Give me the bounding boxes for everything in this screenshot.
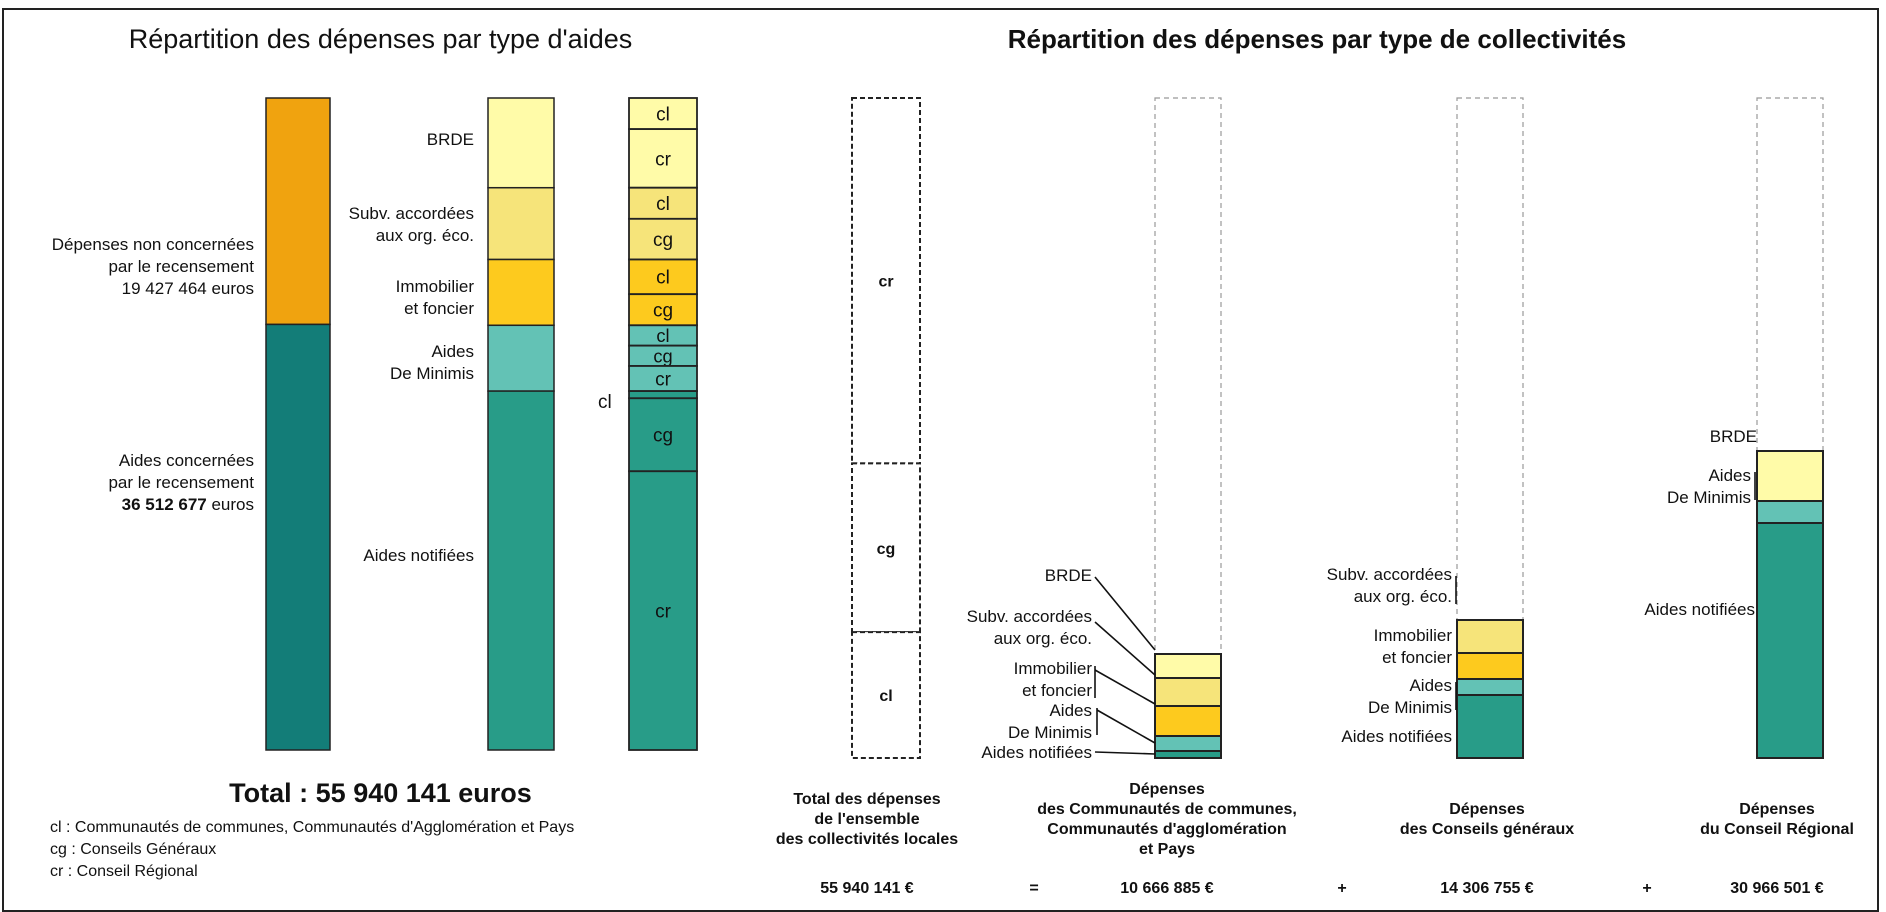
group-cr-segment-0 xyxy=(1756,522,1824,759)
group-cl-segment-4 xyxy=(1154,653,1222,679)
cl-amount: 10 666 885 € xyxy=(1120,880,1214,897)
total-bar-label-cl: cl xyxy=(879,688,892,705)
bar3-label-5: cg xyxy=(653,301,673,322)
bar3-label-4: cl xyxy=(656,268,670,289)
cr-label-minimis: Aides De Minimis xyxy=(1666,466,1751,507)
group-cg-segment-0 xyxy=(1456,694,1524,759)
cl-leader-4 xyxy=(1094,751,1156,755)
bar3-label-3: cg xyxy=(653,230,673,251)
bar2-segment-notif xyxy=(487,390,555,751)
concerned-label: Aides concernées par le recensement 36 5… xyxy=(108,451,254,514)
cg-label-minimis: Aides De Minimis xyxy=(1367,676,1452,717)
cl-leader-2 xyxy=(1094,669,1156,705)
total-caption: Total des dépenses de l'ensemble des col… xyxy=(775,791,959,848)
bar3-segment-11 xyxy=(628,470,698,751)
bar3-segment-1 xyxy=(628,128,698,189)
group-cg-segment-2 xyxy=(1456,652,1524,680)
legend-cg: cg : Conseils Généraux xyxy=(50,841,217,858)
bar1-concerned xyxy=(265,323,331,751)
bar3-label-1: cr xyxy=(655,149,672,170)
plus-sign-1: + xyxy=(1337,880,1347,897)
group-cl-segment-3 xyxy=(1154,677,1222,707)
legend-cl: cl : Communautés de communes, Communauté… xyxy=(50,819,575,836)
total-bar-label-cg: cg xyxy=(877,541,896,558)
right-chart: cr cg cl xyxy=(851,97,1824,759)
bar3-segment-5 xyxy=(628,293,698,327)
bar3-label-7: cg xyxy=(653,345,672,366)
group-cl-segment-1 xyxy=(1154,735,1222,752)
bar3-label-11: cr xyxy=(655,601,672,622)
cr-amount: 30 966 501 € xyxy=(1730,880,1824,897)
bar2-segment-minimis xyxy=(487,324,555,392)
bar3-label-6: cl xyxy=(656,325,669,346)
cg-label-immo: Immobilier et foncier xyxy=(1373,626,1452,667)
group-cr-segment-2 xyxy=(1756,450,1824,502)
cl-caption: Dépenses des Communautés de communes, Co… xyxy=(1037,781,1297,858)
bar3-segment-10 xyxy=(628,397,698,473)
cg-label-subv: Subv. accordées aux org. éco. xyxy=(1326,565,1452,606)
bar2-segment-subv xyxy=(487,186,555,261)
group-cl-segment-2 xyxy=(1154,705,1222,737)
label-brde: BRDE xyxy=(426,130,474,149)
bar3-label-8: cr xyxy=(655,369,672,390)
cr-caption: Dépenses du Conseil Régional xyxy=(1700,801,1854,838)
bar3-segment-9 xyxy=(628,390,698,400)
bar3-label-0: cl xyxy=(656,104,670,125)
side-cl-label: cl xyxy=(598,392,612,413)
cl-label-subv: Subv. accordées aux org. éco. xyxy=(966,607,1092,648)
group-cg-segment-1 xyxy=(1456,678,1524,696)
cr-label-brde: BRDE xyxy=(1709,427,1757,446)
group-cl-segment-0 xyxy=(1154,750,1222,759)
label-immo: Immobilier et foncier xyxy=(395,277,474,318)
left-panel: Répartition des dépenses par type d'aide… xyxy=(2,8,759,912)
cr-label-notif: Aides notifiées xyxy=(1644,600,1755,619)
right-panel: Répartition des dépenses par type de col… xyxy=(757,8,1879,912)
total-bar-segment-cl xyxy=(851,631,921,759)
legend-cr: cr : Conseil Régional xyxy=(50,863,198,880)
total-bar-segment-cr xyxy=(851,97,921,465)
cl-label-brde: BRDE xyxy=(1044,566,1092,585)
left-title: Répartition des dépenses par type d'aide… xyxy=(128,24,633,54)
bar2-segment-BRDE xyxy=(487,97,555,189)
label-subv: Subv. accordées aux org. éco. xyxy=(348,204,474,245)
bar2-segment-immo xyxy=(487,258,555,327)
cg-amount: 14 306 755 € xyxy=(1440,880,1534,897)
cg-label-notif: Aides notifiées xyxy=(1341,727,1452,746)
cl-leader-1 xyxy=(1094,621,1156,676)
total-bar-label-cr: cr xyxy=(878,274,893,291)
bar1-non-concerned xyxy=(265,97,331,326)
label-minimis: Aides De Minimis xyxy=(389,342,474,383)
total-amount: 55 940 141 € xyxy=(820,880,914,897)
bar3-label-2: cl xyxy=(656,194,670,215)
label-notif: Aides notifiées xyxy=(363,546,474,565)
plus-sign-2: + xyxy=(1642,880,1652,897)
total-bar-segment-cg xyxy=(851,462,921,634)
right-title: Répartition des dépenses par type de col… xyxy=(1007,24,1627,54)
non-concerned-label: Dépenses non concernées par le recenseme… xyxy=(51,235,254,298)
cl-label-minimis: Aides De Minimis xyxy=(1007,701,1092,742)
cl-leader-3 xyxy=(1096,709,1156,744)
cl-label-notif: Aides notifiées xyxy=(981,743,1092,762)
group-cr-segment-1 xyxy=(1756,500,1824,524)
bar3-segment-4 xyxy=(628,258,698,296)
cg-caption: Dépenses des Conseils généraux xyxy=(1399,801,1575,838)
group-cg-segment-3 xyxy=(1456,619,1524,654)
cl-leader-0 xyxy=(1094,576,1156,651)
bar3-segment-0 xyxy=(628,97,698,131)
left-total: Total : 55 940 141 euros xyxy=(229,778,532,808)
cl-label-immo: Immobilier et foncier xyxy=(1013,659,1092,700)
equals-sign: = xyxy=(1029,880,1039,897)
bar3-label-10: cg xyxy=(653,426,673,447)
